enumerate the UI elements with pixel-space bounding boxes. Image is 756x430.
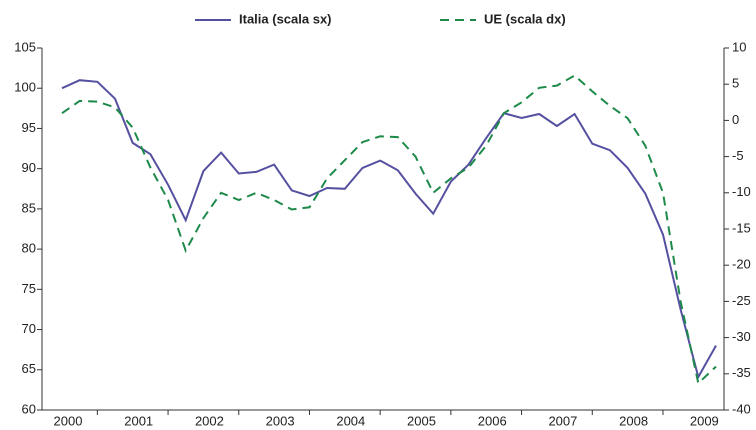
y-tick-label: 100 (14, 80, 36, 95)
legend-label: UE (scala dx) (484, 11, 566, 26)
y-tick-label: 80 (22, 241, 36, 256)
y2-tick-label: -40 (732, 401, 751, 416)
y-tick-label: 90 (22, 160, 36, 175)
x-tick-label: 2005 (407, 413, 436, 428)
x-tick-label: 2004 (336, 413, 365, 428)
y2-tick-label: -35 (732, 365, 751, 380)
x-tick-label: 2007 (548, 413, 577, 428)
series-line (61, 79, 717, 380)
y2-tick-label: -5 (732, 148, 744, 163)
y-tick-label: 70 (22, 321, 36, 336)
y-tick-label: 60 (22, 401, 36, 416)
series-line (61, 74, 717, 386)
x-tick-label: 2001 (124, 413, 153, 428)
y2-tick-label: -30 (732, 329, 751, 344)
x-tick-label: 2003 (266, 413, 295, 428)
y-tick-label: 65 (22, 361, 36, 376)
y2-tick-label: -15 (732, 220, 751, 235)
x-tick-label: 2002 (195, 413, 224, 428)
x-tick-label: 2000 (54, 413, 83, 428)
y-tick-label: 75 (22, 281, 36, 296)
y2-tick-label: 10 (732, 39, 746, 54)
y-tick-label: 105 (14, 39, 36, 54)
y2-tick-label: -20 (732, 257, 751, 272)
y2-tick-label: -25 (732, 293, 751, 308)
y-tick-label: 85 (22, 200, 36, 215)
y-tick-label: 95 (22, 120, 36, 135)
y2-tick-label: -10 (732, 184, 751, 199)
legend-label: Italia (scala sx) (239, 11, 332, 26)
x-tick-label: 2008 (619, 413, 648, 428)
y2-tick-label: 5 (732, 76, 739, 91)
x-tick-label: 2006 (478, 413, 507, 428)
x-tick-label: 2009 (690, 413, 719, 428)
y2-tick-label: 0 (732, 112, 739, 127)
